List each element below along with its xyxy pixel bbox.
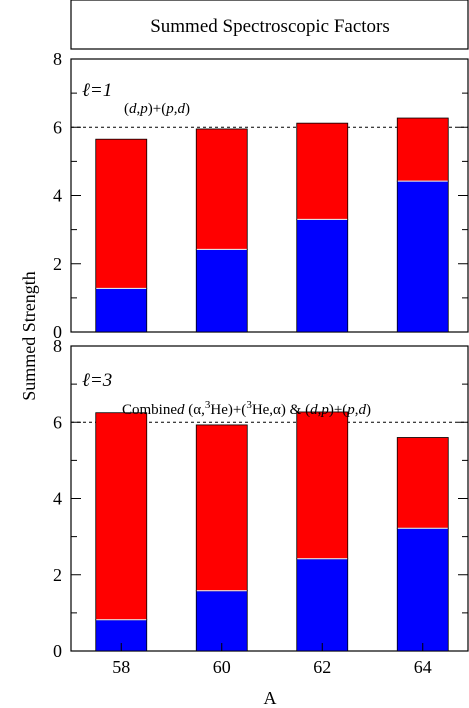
x-axis-label: A [264, 688, 277, 708]
bar-group [95, 411, 449, 652]
title-box [70, 0, 469, 50]
y-tick-label: 2 [53, 565, 62, 585]
axis-ticks: 0 2 4 6 8 [53, 49, 468, 342]
y-tick-label: 6 [53, 412, 62, 432]
bar-upper-58 [95, 412, 148, 621]
axis-ticks: 0 2 4 6 8 58 60 62 64 [53, 336, 468, 677]
reaction-annotation: Combined (α,3He)+(3He,α) & (d,p)+(p,d) [122, 399, 371, 418]
y-tick-label: 0 [53, 322, 62, 342]
bar-upper-62 [296, 411, 349, 560]
bar-group [95, 117, 449, 333]
bar-upper-62 [296, 122, 349, 220]
bar-lower-62 [296, 558, 349, 652]
y-axis-label: Summed Strength [19, 271, 39, 401]
bar-upper-60 [195, 424, 248, 592]
y-tick-label: 0 [53, 641, 62, 661]
y-tick-label: 4 [53, 489, 62, 509]
bar-upper-60 [195, 128, 248, 250]
panel-l3: 0 2 4 6 8 58 60 62 64 ℓ=3 Combined (α,3He)+(3He,… [53, 336, 469, 677]
x-tick-label: 64 [414, 657, 432, 677]
panel-label: ℓ=3 [82, 370, 112, 391]
bar-lower-64 [396, 180, 449, 333]
bar-lower-58 [95, 287, 148, 333]
y-tick-label: 6 [53, 117, 62, 137]
panel-label: ℓ=1 [82, 80, 112, 101]
bar-upper-58 [95, 138, 148, 289]
bar-lower-60 [195, 249, 248, 333]
x-tick-label: 62 [313, 657, 331, 677]
bar-lower-60 [195, 590, 248, 652]
x-tick-label: 58 [112, 657, 130, 677]
bar-upper-64 [396, 437, 449, 529]
figure-title: Summed Spectroscopic Factors [150, 16, 390, 37]
panel-l1: 0 2 4 6 8 ℓ=1 (d,p)+(p,d) [53, 49, 469, 342]
bar-upper-64 [396, 117, 449, 182]
y-tick-label: 2 [53, 254, 62, 274]
bar-lower-64 [396, 527, 449, 652]
reaction-annotation: (d,p)+(p,d) [124, 101, 190, 117]
x-tick-label: 60 [213, 657, 231, 677]
y-tick-label: 8 [53, 336, 62, 356]
y-tick-label: 8 [53, 49, 62, 69]
y-tick-label: 4 [53, 186, 62, 206]
bar-lower-62 [296, 218, 349, 333]
